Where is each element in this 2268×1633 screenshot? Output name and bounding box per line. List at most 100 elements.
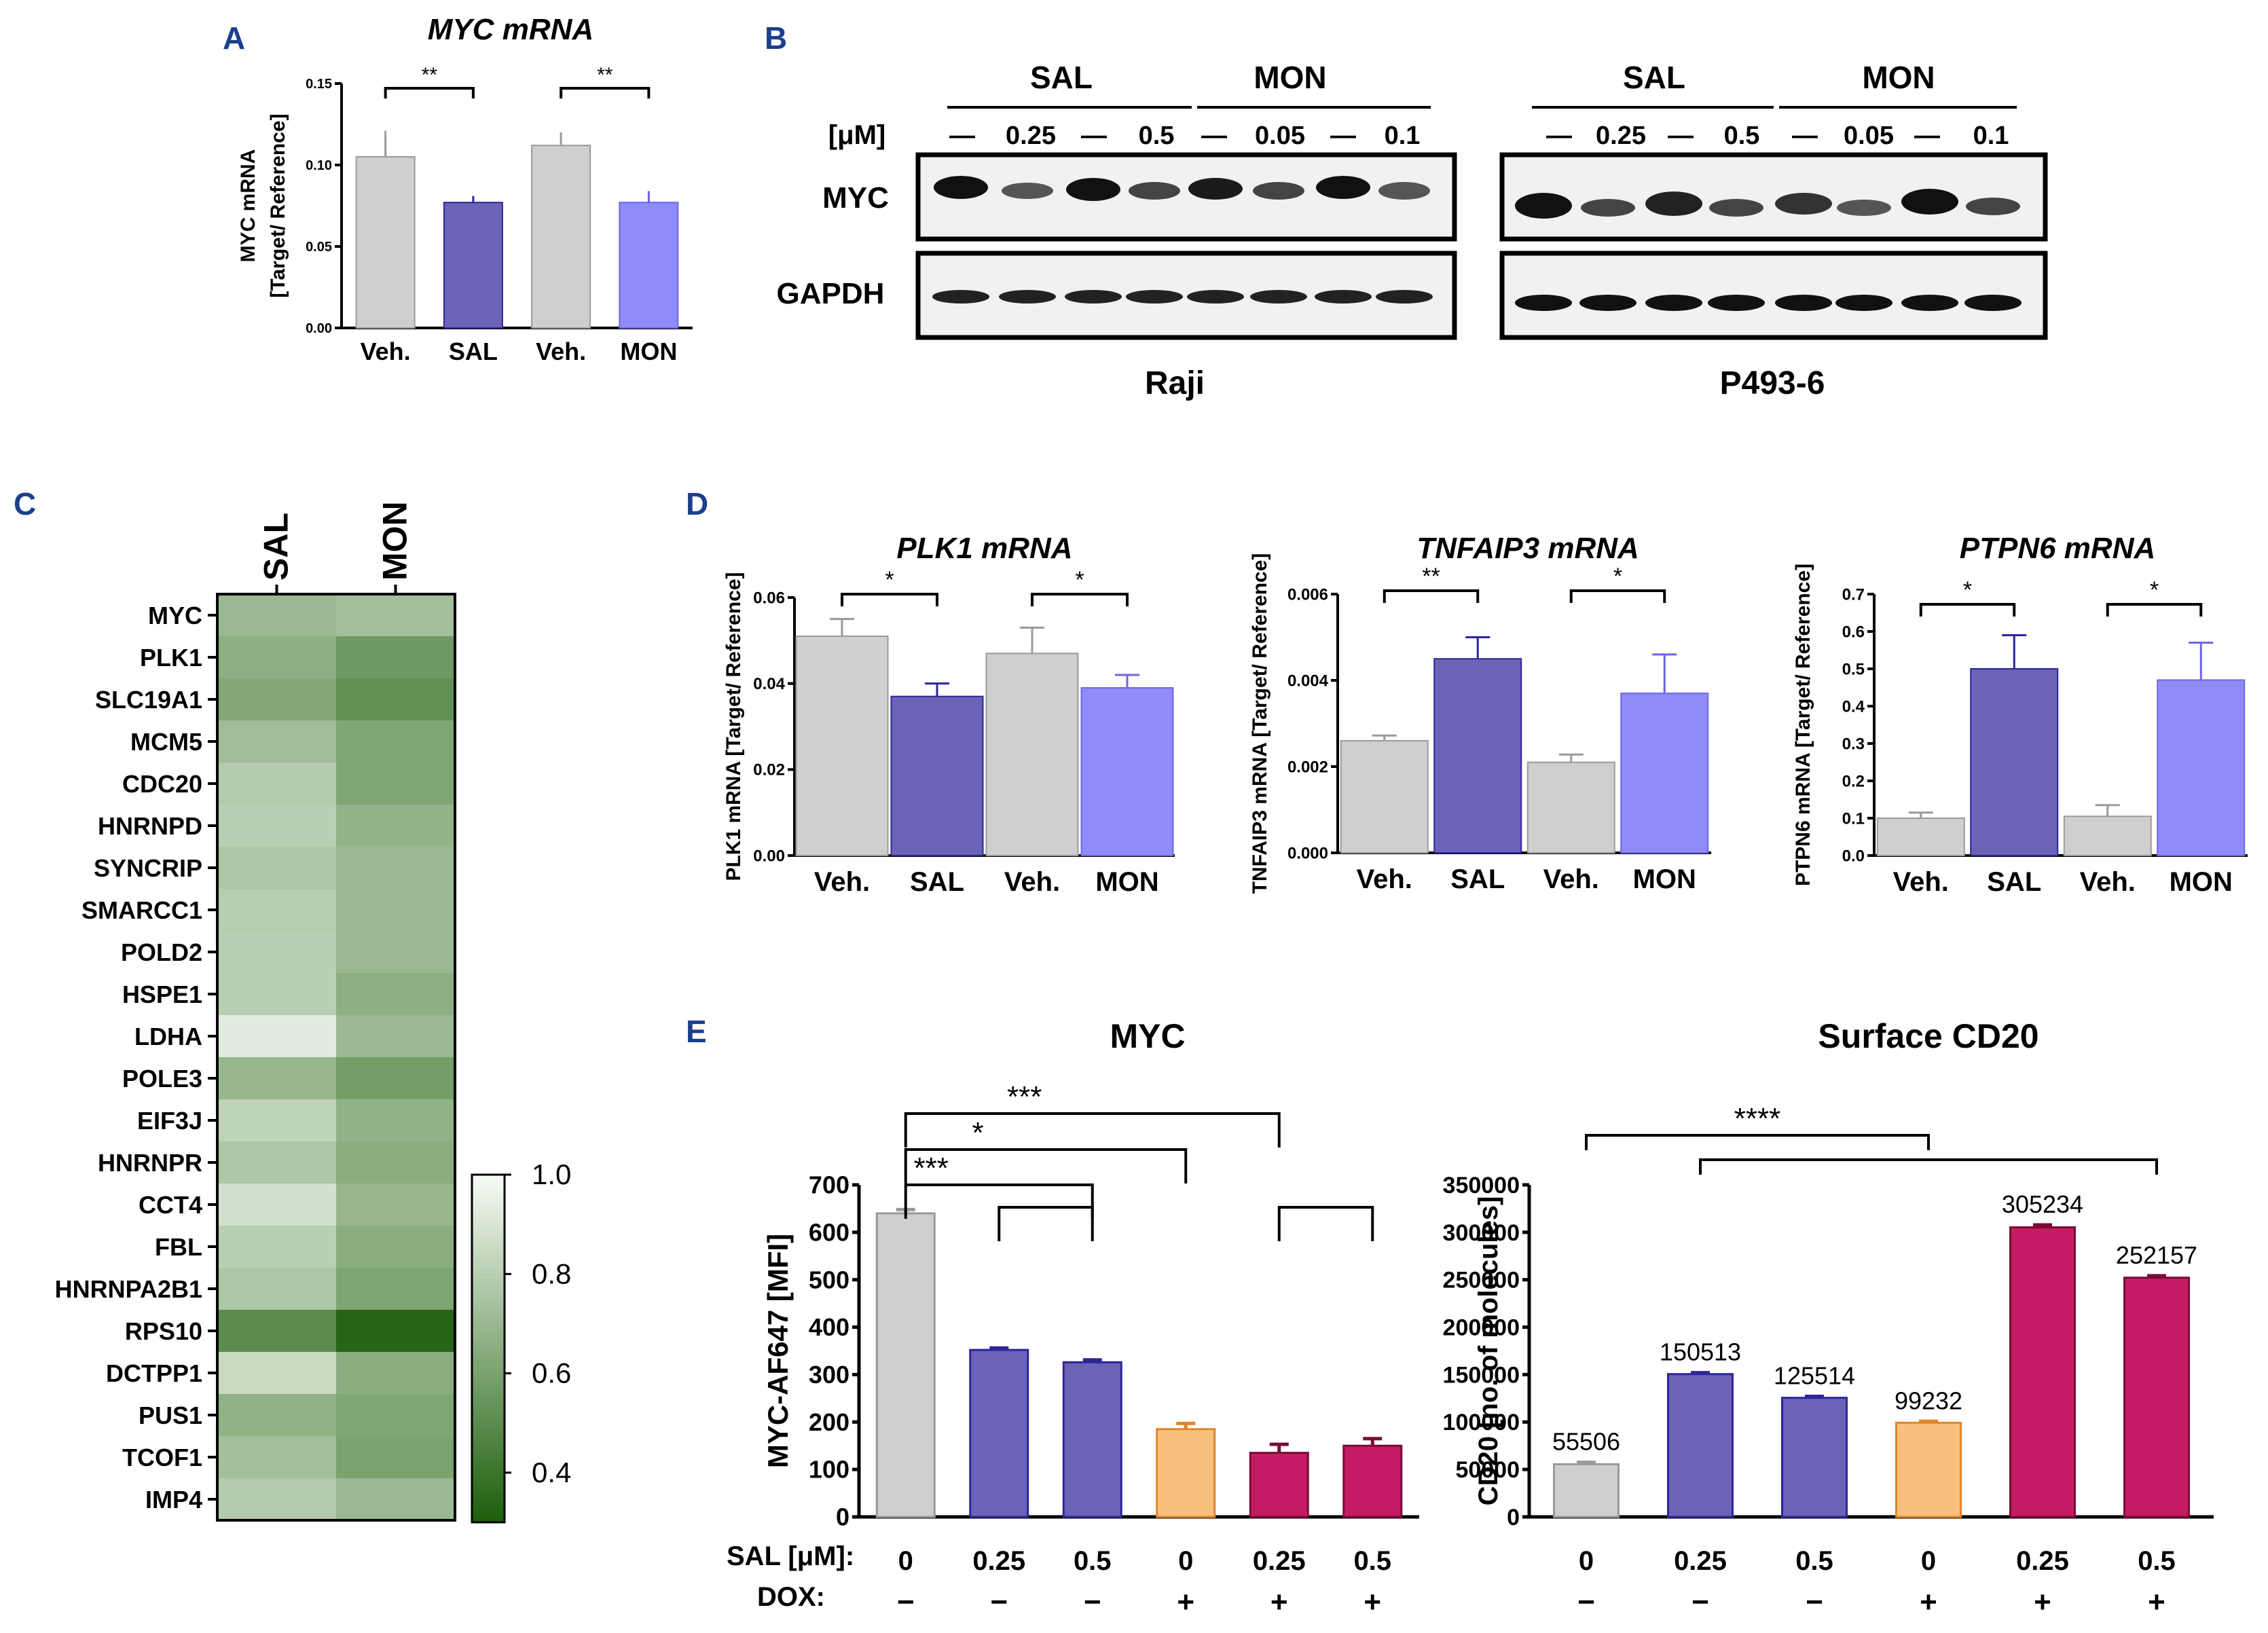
heatmap-cell xyxy=(336,1436,455,1478)
blot-band-label-gapdh: GAPDH xyxy=(777,277,885,310)
x-tick-label: SAL xyxy=(910,867,964,897)
y-tick-label: 0.10 xyxy=(306,158,332,173)
blot-band xyxy=(1775,193,1832,215)
heatmap-cell xyxy=(336,1226,455,1268)
significance-bracket xyxy=(841,593,938,606)
bar xyxy=(443,202,503,329)
significance-bracket xyxy=(904,1148,1188,1184)
y-tick-label: 600 xyxy=(809,1218,849,1246)
heatmap-cell xyxy=(217,805,336,847)
significance-label: * xyxy=(1963,577,1972,603)
heatmap-column-label: MON xyxy=(376,501,414,581)
blot-band xyxy=(1515,193,1572,219)
blot-band xyxy=(1966,198,2020,215)
heatmap-cell xyxy=(336,1015,455,1057)
x-tick-label: 0.5 xyxy=(2138,1546,2176,1576)
y-axis-label: MYC mRNA xyxy=(237,149,259,263)
heatmap-cell xyxy=(217,678,336,720)
blot-dose: 0.1 xyxy=(1385,122,1421,150)
panel-letter-b: B xyxy=(765,20,787,56)
blot-box-gapdh-raji xyxy=(915,251,1457,340)
heatmap-cell xyxy=(217,973,336,1015)
blot-dose: 0.5 xyxy=(1724,122,1760,150)
y-tick-label: 0.00 xyxy=(753,847,785,865)
bar xyxy=(1062,1361,1122,1518)
colorbar-segment xyxy=(472,1336,505,1344)
dox-label: − xyxy=(1577,1585,1595,1619)
x-tick-label: 0 xyxy=(1921,1546,1936,1576)
heatmap-cell xyxy=(336,889,455,931)
colorbar-segment xyxy=(472,1470,505,1477)
heatmap-row-label: RPS10 xyxy=(125,1317,202,1345)
heatmap-row-label: DCTPP1 xyxy=(106,1359,202,1387)
x-tick-label: Veh. xyxy=(1357,864,1412,894)
y-tick-label: 350000 xyxy=(1443,1173,1520,1198)
heatmap-row-label: PUS1 xyxy=(139,1401,202,1429)
heatmap-cell xyxy=(217,636,336,678)
heatmap-row-label: LDHA xyxy=(134,1023,202,1050)
data-label: 99232 xyxy=(1895,1387,1962,1414)
heatmap-row-label: SMARCC1 xyxy=(81,896,202,924)
blot-band xyxy=(1376,290,1433,304)
significance-label: * xyxy=(1613,564,1622,589)
heatmap-cell xyxy=(336,1352,455,1394)
colorbar-segment xyxy=(472,1510,505,1518)
heatmap-row-label: PLK1 xyxy=(140,644,202,672)
colorbar-segment xyxy=(472,1238,505,1245)
x-tick-label: Veh. xyxy=(536,337,586,365)
colorbar-segment xyxy=(472,1447,505,1454)
x-tick-label: Veh. xyxy=(1543,864,1599,894)
heatmap-cell xyxy=(336,1268,455,1310)
colorbar-segment xyxy=(472,1273,505,1280)
heatmap-cell xyxy=(336,1057,455,1099)
bar xyxy=(875,1212,936,1518)
colorbar-segment xyxy=(472,1464,505,1471)
x-tick-label: 0.5 xyxy=(1795,1546,1833,1576)
e-dox-row-label: DOX: xyxy=(757,1582,825,1612)
colorbar-segment xyxy=(472,1249,505,1257)
significance-bracket xyxy=(1919,603,2016,617)
y-tick-label: 400 xyxy=(809,1313,849,1341)
heatmap-cell xyxy=(217,1310,336,1352)
bar xyxy=(1526,761,1615,854)
blot-box-myc-raji xyxy=(915,152,1457,242)
heatmap-cell xyxy=(336,594,455,636)
colorbar-segment xyxy=(472,1487,505,1494)
bar xyxy=(1340,739,1429,854)
heatmap-row-label: POLE3 xyxy=(122,1065,202,1093)
colorbar xyxy=(471,1173,506,1524)
colorbar-segment xyxy=(472,1412,505,1419)
dox-label: − xyxy=(1691,1585,1709,1619)
blot-band xyxy=(1250,290,1307,304)
blot-drug-label-sal-raji: SAL xyxy=(1030,60,1093,95)
bar-chart-ptpn6-mrna: 0.0 0.1 0.2 0.3 0.4 0.5 0.6 0.7 Veh. SAL Veh. MON PT… xyxy=(1792,532,2248,897)
y-tick-label: 0.2 xyxy=(1842,772,1865,790)
colorbar-segment xyxy=(472,1354,505,1361)
heatmap-row-label: HNRNPD xyxy=(98,812,202,840)
heatmap-row-label: CDC20 xyxy=(122,770,202,798)
y-axis-label: PTPN6 mRNA [Target/ Reference] xyxy=(1792,564,1814,886)
colorbar-segment xyxy=(472,1255,505,1262)
y-tick-label: 0.0 xyxy=(1842,847,1865,865)
data-label: 150513 xyxy=(1660,1338,1741,1366)
heatmap-cell xyxy=(217,1478,336,1520)
dox-label: + xyxy=(1177,1585,1194,1619)
heatmap-cell xyxy=(336,931,455,973)
significance-bracket xyxy=(1569,589,1666,603)
blot-bands-gapdh-raji xyxy=(932,290,1433,304)
significance-bracket xyxy=(1277,1206,1374,1241)
blot-dose: — xyxy=(1546,122,1572,150)
y-tick-label: 0.00 xyxy=(306,321,332,336)
colorbar-segment xyxy=(472,1203,505,1211)
dox-label: − xyxy=(990,1585,1008,1619)
heatmap-cell xyxy=(336,636,455,678)
colorbar-segment xyxy=(472,1372,505,1378)
blot-band xyxy=(1901,189,1958,215)
chart-title: PLK1 mRNA xyxy=(896,532,1072,565)
significance-bracket xyxy=(560,87,651,98)
blot-band xyxy=(1126,290,1183,304)
data-label: 305234 xyxy=(2002,1190,2083,1218)
heatmap-cell xyxy=(217,1394,336,1436)
colorbar-segment xyxy=(472,1180,505,1188)
colorbar-segment xyxy=(472,1279,505,1286)
